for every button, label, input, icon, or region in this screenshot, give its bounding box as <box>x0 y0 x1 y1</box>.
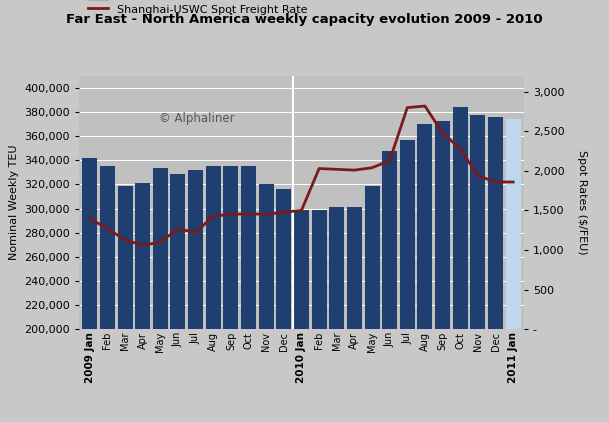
Bar <box>365 186 379 422</box>
Bar <box>382 151 397 422</box>
Bar <box>276 189 291 422</box>
Bar <box>488 117 503 422</box>
Bar <box>400 140 415 422</box>
Bar <box>312 210 326 422</box>
Bar <box>135 183 150 422</box>
Bar <box>329 207 344 422</box>
Y-axis label: Spot Rates ($/FEU): Spot Rates ($/FEU) <box>577 150 586 255</box>
Bar <box>470 114 485 422</box>
Bar <box>435 121 450 422</box>
Y-axis label: Nominal Weekly TEU: Nominal Weekly TEU <box>9 145 19 260</box>
Bar <box>153 168 168 422</box>
Bar <box>118 186 133 422</box>
Bar <box>505 119 521 422</box>
Text: © Alphaliner: © Alphaliner <box>159 111 235 124</box>
Bar <box>241 166 256 422</box>
Bar <box>100 166 115 422</box>
Bar <box>206 166 220 422</box>
Bar <box>188 170 203 422</box>
Bar <box>82 158 97 422</box>
Bar <box>224 166 238 422</box>
Legend: Far East - North America Weekly Capacity, Shanghai-USWC Spot Freight Rate: Far East - North America Weekly Capacity… <box>85 0 353 18</box>
Text: Far East - North America weekly capacity evolution 2009 - 2010: Far East - North America weekly capacity… <box>66 13 543 26</box>
Bar <box>259 184 273 422</box>
Bar <box>294 210 309 422</box>
Bar <box>347 207 362 422</box>
Bar <box>417 124 432 422</box>
Bar <box>452 107 468 422</box>
Bar <box>171 173 186 422</box>
